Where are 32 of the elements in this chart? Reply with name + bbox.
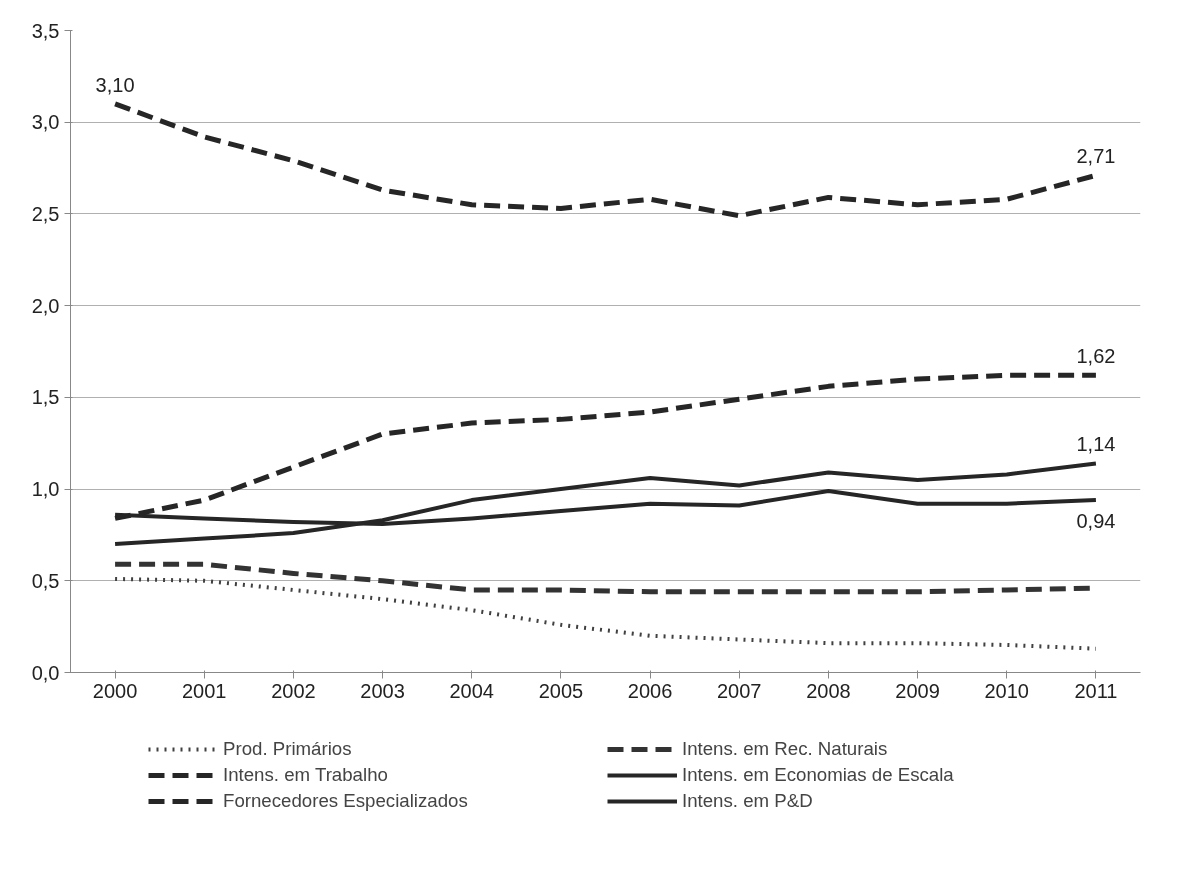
data-label: 2,71 <box>1076 145 1116 168</box>
y-tick-label: 3,5 <box>31 19 60 42</box>
x-tick-label: 2008 <box>806 679 851 702</box>
legend-label: Fornecedores Especializados <box>223 790 469 812</box>
x-tick-label: 2009 <box>895 679 940 702</box>
y-tick-label: 2,5 <box>31 202 60 225</box>
legend-label: Intens. em Trabalho <box>223 764 389 786</box>
legend-label: Intens. em Economias de Escala <box>682 764 955 786</box>
x-tick-label: 2006 <box>627 679 673 702</box>
data-label: 1,14 <box>1076 433 1116 456</box>
x-tick-label: 2000 <box>92 679 138 702</box>
y-tick-label: 2,0 <box>31 294 60 317</box>
legend-label: Prod. Primários <box>223 738 353 760</box>
data-label: 1,62 <box>1076 345 1116 368</box>
legend-label: Intens. em Rec. Naturais <box>682 738 889 760</box>
legend-label: Intens. em P&D <box>682 790 814 812</box>
line-series <box>113 576 1098 651</box>
x-tick-label: 2010 <box>984 679 1029 702</box>
y-tick-label: 1,0 <box>31 478 60 501</box>
x-tick-label: 2004 <box>449 679 494 702</box>
y-tick-label: 3,0 <box>31 111 60 134</box>
x-tick-label: 2003 <box>360 679 405 702</box>
x-tick-label: 2007 <box>717 679 762 702</box>
x-tick-label: 2011 <box>1074 679 1118 702</box>
data-label: 3,10 <box>95 73 135 96</box>
y-tick-label: 1,5 <box>31 386 60 409</box>
x-tick-label: 2005 <box>538 679 584 702</box>
data-label: 0,94 <box>1076 510 1116 533</box>
x-tick-label: 2002 <box>271 679 316 702</box>
x-tick-label: 2001 <box>182 679 227 702</box>
y-tick-label: 0,5 <box>31 569 60 592</box>
y-tick-label: 0,0 <box>31 661 60 684</box>
